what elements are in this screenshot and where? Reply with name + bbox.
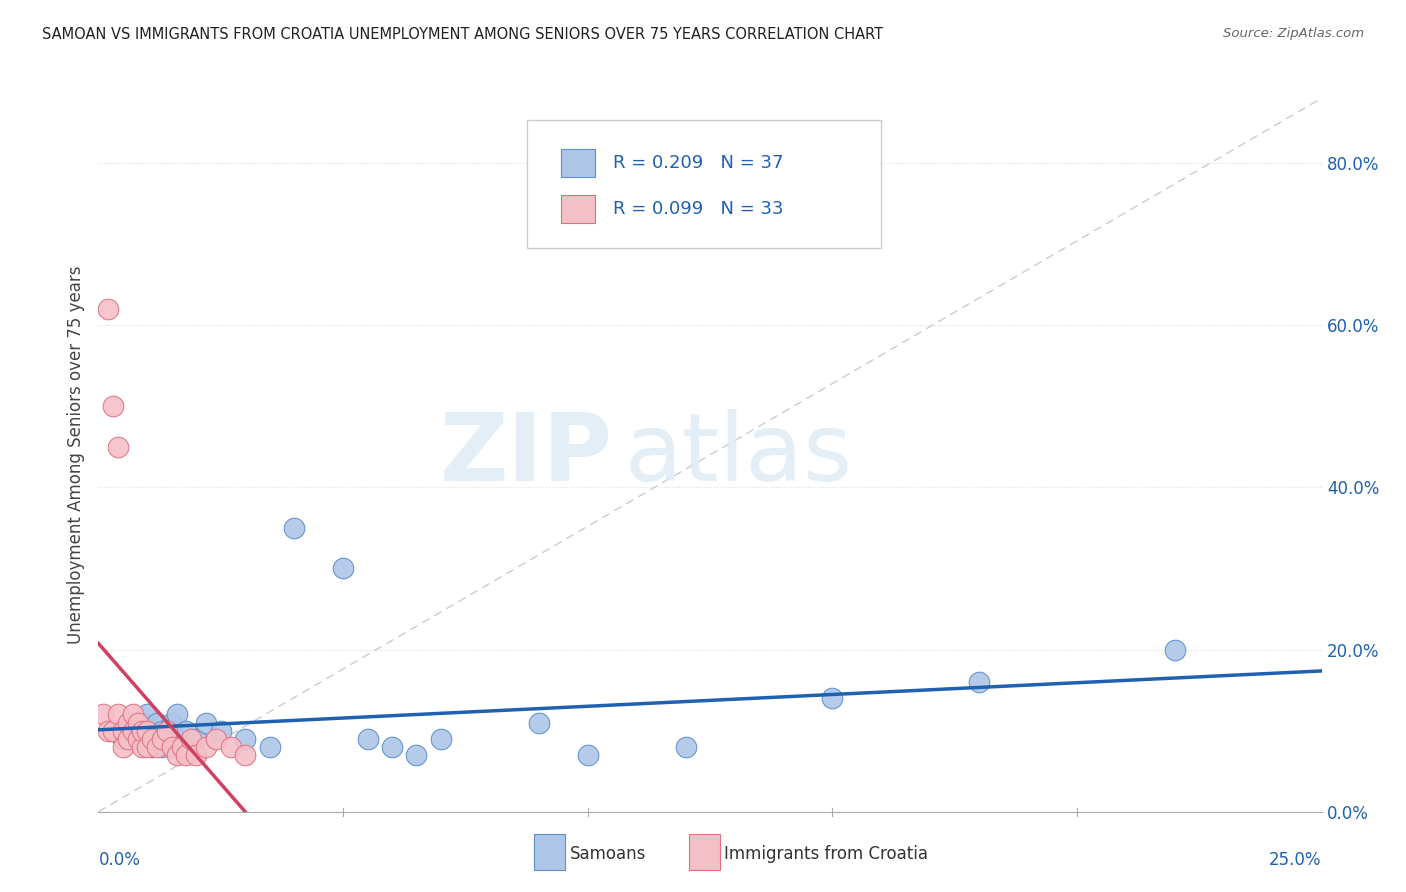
Text: Immigrants from Croatia: Immigrants from Croatia xyxy=(724,845,928,863)
Point xyxy=(101,399,124,413)
Point xyxy=(405,747,427,762)
Point xyxy=(127,731,149,746)
Point xyxy=(141,723,163,738)
Point xyxy=(675,739,697,754)
Point xyxy=(170,739,193,754)
Point xyxy=(131,715,153,730)
FancyBboxPatch shape xyxy=(526,120,882,248)
Point xyxy=(131,731,153,746)
Point xyxy=(127,715,149,730)
Point xyxy=(150,723,173,738)
Point xyxy=(97,723,120,738)
Text: R = 0.099   N = 33: R = 0.099 N = 33 xyxy=(613,200,785,218)
Point xyxy=(127,715,149,730)
Point xyxy=(117,731,139,746)
Point xyxy=(136,723,159,738)
Point xyxy=(233,747,256,762)
Point xyxy=(576,747,599,762)
Point xyxy=(166,707,188,722)
Point xyxy=(176,723,198,738)
FancyBboxPatch shape xyxy=(561,149,595,177)
Point xyxy=(121,723,143,738)
Point xyxy=(136,739,159,754)
Point xyxy=(233,731,256,746)
Point xyxy=(180,731,202,746)
Point xyxy=(150,739,173,754)
Point xyxy=(146,715,169,730)
Point xyxy=(146,739,169,754)
Point xyxy=(283,521,305,535)
Point xyxy=(186,731,208,746)
Point xyxy=(170,739,193,754)
Point xyxy=(107,707,129,722)
Point xyxy=(111,723,134,738)
Point xyxy=(160,739,183,754)
Point xyxy=(195,715,218,730)
Point xyxy=(176,747,198,762)
Point xyxy=(381,739,404,754)
Point xyxy=(166,747,188,762)
Point xyxy=(136,707,159,722)
Text: Source: ZipAtlas.com: Source: ZipAtlas.com xyxy=(1223,27,1364,40)
FancyBboxPatch shape xyxy=(561,195,595,223)
Point xyxy=(146,731,169,746)
Text: Samoans: Samoans xyxy=(569,845,645,863)
Point xyxy=(117,715,139,730)
Point xyxy=(141,739,163,754)
Text: 0.0%: 0.0% xyxy=(98,851,141,869)
Text: SAMOAN VS IMMIGRANTS FROM CROATIA UNEMPLOYMENT AMONG SENIORS OVER 75 YEARS CORRE: SAMOAN VS IMMIGRANTS FROM CROATIA UNEMPL… xyxy=(42,27,883,42)
Point xyxy=(356,731,378,746)
Point xyxy=(150,731,173,746)
Point xyxy=(101,723,124,738)
Y-axis label: Unemployment Among Seniors over 75 years: Unemployment Among Seniors over 75 years xyxy=(66,266,84,644)
Text: 25.0%: 25.0% xyxy=(1270,851,1322,869)
Point xyxy=(131,723,153,738)
Text: R = 0.209   N = 37: R = 0.209 N = 37 xyxy=(613,153,785,171)
Point xyxy=(1164,642,1187,657)
Point xyxy=(131,739,153,754)
Point xyxy=(186,747,208,762)
Point xyxy=(91,707,114,722)
Point xyxy=(141,731,163,746)
Point xyxy=(160,723,183,738)
Text: atlas: atlas xyxy=(624,409,852,501)
Point xyxy=(527,715,550,730)
Point xyxy=(219,739,242,754)
Point xyxy=(259,739,281,754)
Point xyxy=(195,739,218,754)
Point xyxy=(156,723,179,738)
Point xyxy=(121,707,143,722)
Point xyxy=(121,723,143,738)
Point xyxy=(111,731,134,746)
Point xyxy=(205,731,228,746)
Point xyxy=(107,440,129,454)
Point xyxy=(111,739,134,754)
Point xyxy=(967,675,990,690)
Point xyxy=(430,731,453,746)
Point xyxy=(209,723,232,738)
Point xyxy=(160,715,183,730)
Text: ZIP: ZIP xyxy=(439,409,612,501)
Point xyxy=(332,561,354,575)
Point xyxy=(156,731,179,746)
Point xyxy=(821,691,844,706)
Point xyxy=(97,301,120,316)
Point xyxy=(136,723,159,738)
Point xyxy=(101,723,124,738)
